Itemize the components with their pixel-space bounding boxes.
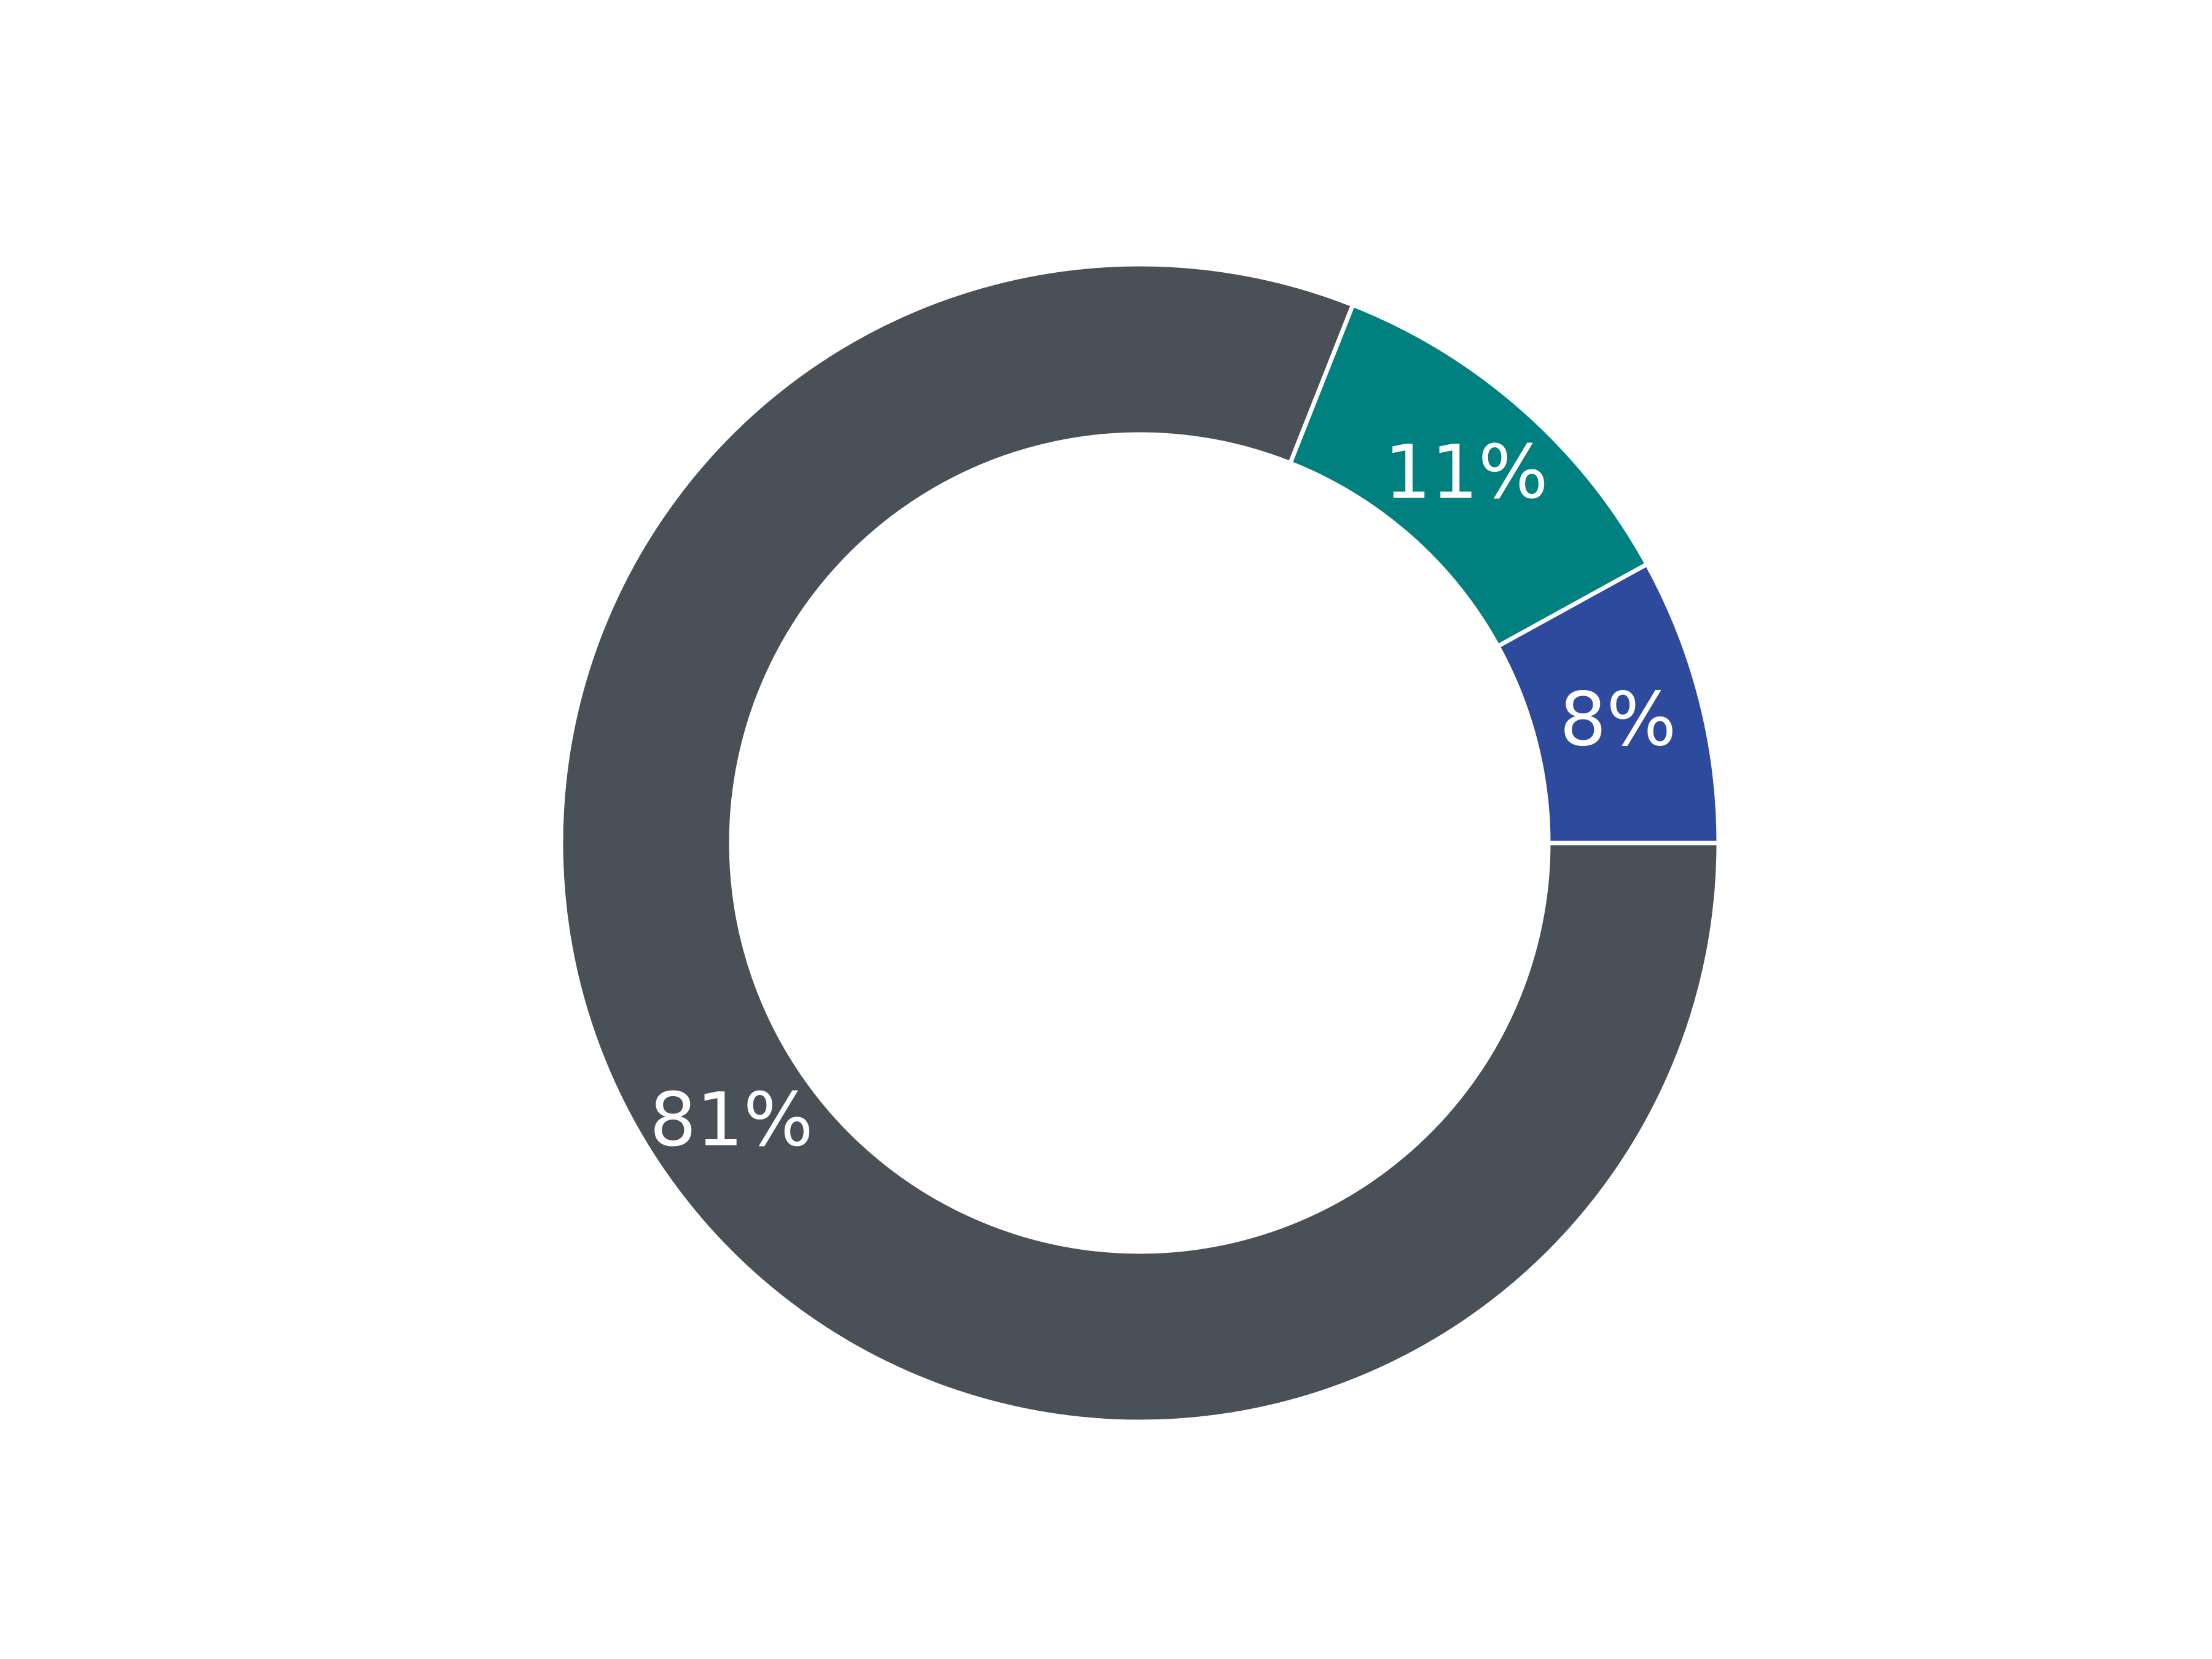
donut-labels: 8% 11% 81% — [649, 430, 1676, 1163]
slice-label-3: 81% — [649, 1078, 814, 1163]
donut-slices — [559, 262, 1721, 1424]
donut-slice-3 — [559, 262, 1721, 1424]
slice-label-1: 8% — [1559, 678, 1676, 763]
slice-label-2: 11% — [1384, 430, 1548, 516]
